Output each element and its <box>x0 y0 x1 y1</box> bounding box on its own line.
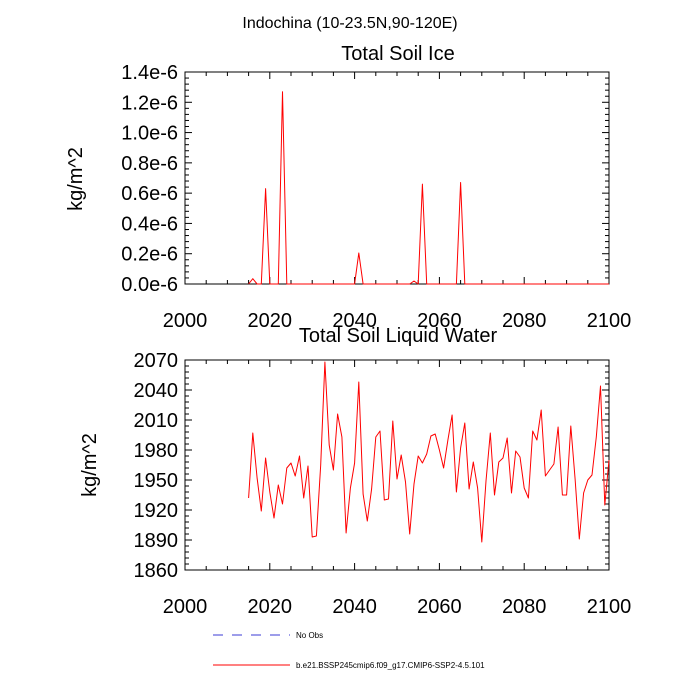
soil-liquid-water-xtick-label: 2060 <box>417 596 462 618</box>
soil-liquid-water-xtick-label: 2000 <box>163 596 208 618</box>
soil-ice-xtick-label: 2060 <box>417 310 462 332</box>
soil-liquid-water-ytick-label: 1980 <box>134 440 179 462</box>
soil-liquid-water-ytick-label: 2010 <box>134 410 179 432</box>
soil-liquid-water-ylabel: kg/m^2 <box>79 433 101 497</box>
soil-liquid-water-plot-frame <box>184 359 610 571</box>
soil-ice-ylabel: kg/m^2 <box>65 147 87 211</box>
soil-liquid-water-ytick-label: 1950 <box>134 470 179 492</box>
soil-liquid-water-xtick-label: 2100 <box>587 596 632 618</box>
soil-ice-xtick-label: 2080 <box>502 310 547 332</box>
legend: No Obs b.e21.BSSP245cmip6.f09_g17.CMIP6-… <box>213 631 485 670</box>
soil-ice-xtick-label: 2000 <box>163 310 208 332</box>
soil-ice-title: Total Soil Ice <box>341 43 454 65</box>
soil-liquid-water-series-line <box>248 361 610 543</box>
legend-model-label: b.e21.BSSP245cmip6.f09_g17.CMIP6-SSP2-4.… <box>296 661 485 670</box>
soil-ice-ytick-label: 0.6e-6 <box>121 183 178 205</box>
soil-liquid-water-ytick-label: 1890 <box>134 530 179 552</box>
soil-ice-ytick-label: 0.0e-6 <box>121 274 178 296</box>
soil-ice-series-line <box>248 91 609 285</box>
soil-liquid-water-panel: Total Soil Liquid Water kg/m^2 2000 2020 2… <box>79 325 631 618</box>
soil-ice-ytick-label: 0.4e-6 <box>121 213 178 235</box>
soil-ice-xtick-label: 2020 <box>248 310 293 332</box>
soil-ice-ytick-label: 0.2e-6 <box>121 244 178 266</box>
soil-ice-panel: Total Soil Ice kg/m^2 2000 2020 2040 2060 20… <box>65 43 631 332</box>
legend-no-obs-label: No Obs <box>296 631 323 640</box>
soil-liquid-water-ytick-label: 1920 <box>134 500 179 522</box>
soil-liquid-water-ytick-label: 2040 <box>134 380 179 402</box>
soil-liquid-water-xtick-label: 2020 <box>248 596 293 618</box>
soil-ice-ytick-label: 1.0e-6 <box>121 123 178 145</box>
soil-ice-ytick-label: 0.8e-6 <box>121 153 178 175</box>
soil-ice-xtick-label: 2040 <box>332 310 377 332</box>
soil-ice-xtick-label: 2100 <box>587 310 632 332</box>
soil-ice-ytick-label: 1.4e-6 <box>121 62 178 84</box>
soil-liquid-water-xtick-label: 2040 <box>332 596 377 618</box>
soil-ice-plot-frame <box>184 71 610 285</box>
soil-liquid-water-xtick-label: 2080 <box>502 596 547 618</box>
soil-liquid-water-ytick-label: 2070 <box>134 350 179 372</box>
soil-liquid-water-title: Total Soil Liquid Water <box>299 325 498 347</box>
figure-title: Indochina (10-23.5N,90-120E) <box>242 15 457 32</box>
soil-liquid-water-ytick-label: 1860 <box>134 560 179 582</box>
soil-ice-ytick-label: 1.2e-6 <box>121 92 178 114</box>
